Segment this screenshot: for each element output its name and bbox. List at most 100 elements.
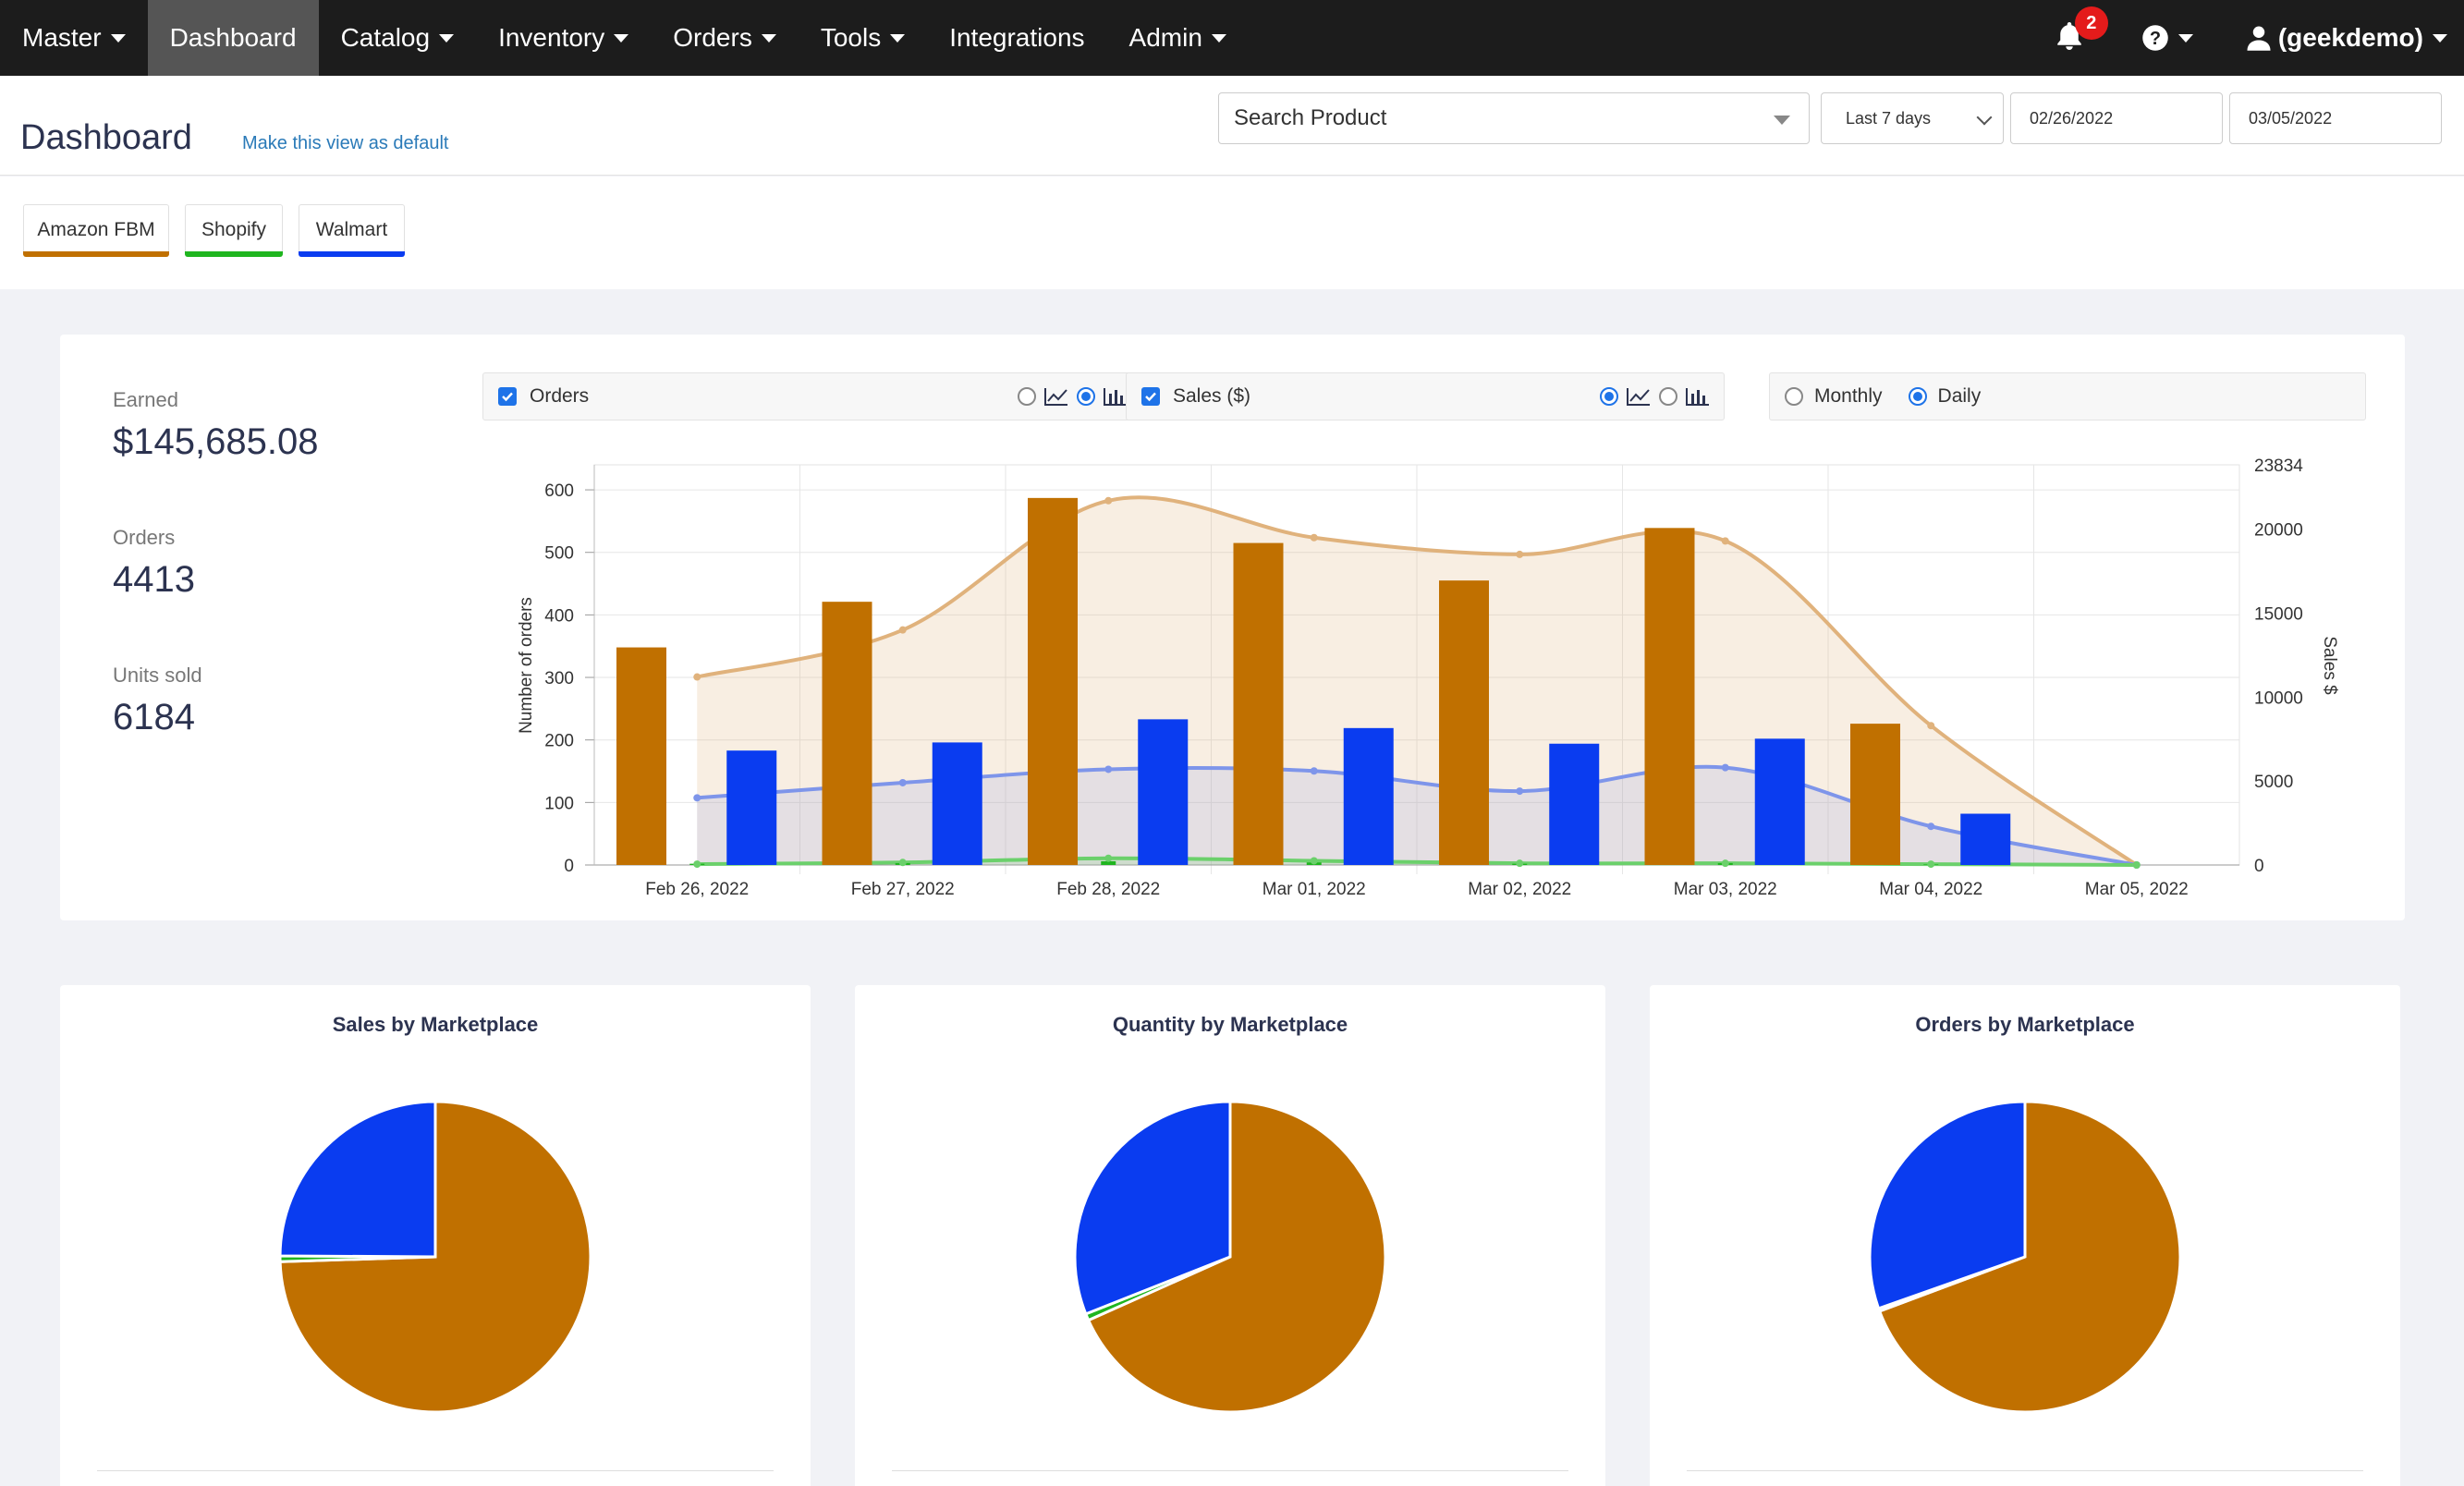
nav-inventory[interactable]: Inventory <box>476 0 651 76</box>
help-menu-button[interactable]: ? <box>2141 24 2193 52</box>
y-tick-label: 400 <box>544 606 574 626</box>
sales-point <box>1310 767 1318 775</box>
daily-radio[interactable] <box>1908 387 1927 406</box>
sales-point <box>693 794 701 802</box>
marketplace-walmart-button[interactable]: Walmart <box>299 204 405 257</box>
notification-count-badge: 2 <box>2074 6 2108 40</box>
marketplace-label: Shopify <box>201 219 267 240</box>
nav-tools[interactable]: Tools <box>799 0 927 76</box>
nav-right: 2 ? (geekdemo) <box>2053 0 2464 76</box>
sales-by-marketplace-pie <box>278 1100 592 1414</box>
divider <box>892 1470 1568 1471</box>
sales-point <box>1927 860 1935 869</box>
line-chart-icon <box>1044 388 1067 406</box>
sales-point <box>1927 722 1935 730</box>
user-icon <box>2247 26 2271 51</box>
check-icon <box>1145 392 1156 402</box>
y-tick-label: 200 <box>544 732 574 751</box>
x-tick-label: Mar 04, 2022 <box>1879 880 1982 899</box>
bar-walmart <box>1138 719 1189 865</box>
chevron-down-icon <box>110 33 126 43</box>
orders-series-control: Orders <box>482 372 1142 420</box>
orders-label: Orders <box>113 526 176 549</box>
pie-title: Sales by Marketplace <box>332 1013 539 1036</box>
marketplace-amazon-fbm-button[interactable]: Amazon FBM <box>23 204 169 257</box>
search-product-select[interactable]: Search Product <box>1218 92 1810 144</box>
nav-label: Catalog <box>340 23 431 52</box>
sales-point <box>1927 822 1935 831</box>
y-tick-label: 600 <box>544 481 574 501</box>
sales-point <box>898 778 907 786</box>
chevron-down-icon <box>890 33 906 43</box>
y-tick-label: 500 <box>544 544 574 564</box>
page-title: Dashboard <box>20 118 192 157</box>
bar-walmart <box>1960 813 2011 865</box>
check-icon <box>502 392 513 402</box>
sales-line-radio[interactable] <box>1600 387 1618 406</box>
nav-admin[interactable]: Admin <box>1107 0 1249 76</box>
monthly-radio[interactable] <box>1785 387 1803 406</box>
orders-by-marketplace-card: Orders by Marketplace <box>1650 985 2400 1486</box>
nav-label: Dashboard <box>169 23 297 52</box>
nav-catalog[interactable]: Catalog <box>319 0 477 76</box>
date-to-value: 03/05/2022 <box>2249 108 2333 128</box>
sales-line <box>697 856 2137 867</box>
y-tick-label: 0 <box>564 857 574 876</box>
notifications-button[interactable]: 2 <box>2053 6 2108 56</box>
nav-dashboard[interactable]: Dashboard <box>147 0 319 76</box>
quantity-by-marketplace-card: Quantity by Marketplace <box>855 985 1605 1486</box>
bar-amazon-fbm <box>1233 542 1284 865</box>
bar-walmart <box>1754 738 1805 865</box>
x-tick-label: Feb 26, 2022 <box>645 880 749 899</box>
x-tick-label: Mar 02, 2022 <box>1468 880 1571 899</box>
sales-point <box>1516 859 1524 868</box>
divider <box>1687 1470 2363 1471</box>
sales-point <box>1310 533 1318 542</box>
x-tick-label: Mar 01, 2022 <box>1262 880 1366 899</box>
y2-tick-label: 0 <box>2254 857 2264 876</box>
sales-series-label: Sales ($) <box>1173 385 1251 407</box>
units-sold-label: Units sold <box>113 664 202 687</box>
date-to-input[interactable]: 03/05/2022 <box>2229 92 2442 144</box>
bar-chart-icon <box>1104 388 1127 406</box>
sales-point <box>1721 763 1729 772</box>
orders-line-radio[interactable] <box>1018 387 1036 406</box>
sales-point <box>898 859 907 867</box>
marketplace-color-bar <box>185 251 283 257</box>
date-range-select[interactable]: Last 7 days <box>1821 92 2004 144</box>
sales-checkbox[interactable] <box>1141 387 1160 406</box>
orders-checkbox[interactable] <box>498 387 517 406</box>
sales-point <box>1516 787 1524 796</box>
make-default-link[interactable]: Make this view as default <box>242 133 449 153</box>
sales-point <box>693 860 701 869</box>
nav-orders[interactable]: Orders <box>651 0 799 76</box>
sales-point <box>1104 496 1113 505</box>
nav-label: Master <box>22 23 102 52</box>
orders-sales-chart: 0 100 200 300 400 500 600 0 5000 10000 15000 20000 2… <box>517 457 2339 899</box>
sales-by-marketplace-card: Sales by Marketplace <box>60 985 811 1486</box>
nav-label: Admin <box>1128 23 1202 52</box>
nav-label: Integrations <box>949 23 1085 52</box>
sales-series-control: Sales ($) <box>1126 372 1725 420</box>
sales-line <box>696 495 2138 867</box>
y2-tick-label: 10000 <box>2254 688 2303 708</box>
chevron-down-icon <box>614 33 629 43</box>
x-tick-label: Feb 27, 2022 <box>851 880 955 899</box>
nav-integrations[interactable]: Integrations <box>927 0 1106 76</box>
pie-title: Orders by Marketplace <box>1915 1013 2135 1036</box>
date-from-value: 02/26/2022 <box>2030 108 2114 128</box>
marketplace-shopify-button[interactable]: Shopify <box>185 204 283 257</box>
orders-bar-radio[interactable] <box>1077 387 1095 406</box>
bar-walmart <box>1549 743 1600 865</box>
user-menu-button[interactable]: (geekdemo) <box>2245 23 2447 53</box>
date-from-input[interactable]: 02/26/2022 <box>2010 92 2223 144</box>
sales-point <box>898 626 907 634</box>
username-label: (geekdemo) <box>2277 23 2423 52</box>
sales-point <box>2132 861 2141 869</box>
nav-master[interactable]: Master <box>0 0 148 76</box>
x-tick-label: Mar 03, 2022 <box>1674 880 1777 899</box>
pie-slice-walmart <box>278 1100 437 1259</box>
chevron-down-icon <box>1211 33 1226 43</box>
sales-bar-radio[interactable] <box>1659 387 1677 406</box>
earned-label: Earned <box>113 388 178 411</box>
